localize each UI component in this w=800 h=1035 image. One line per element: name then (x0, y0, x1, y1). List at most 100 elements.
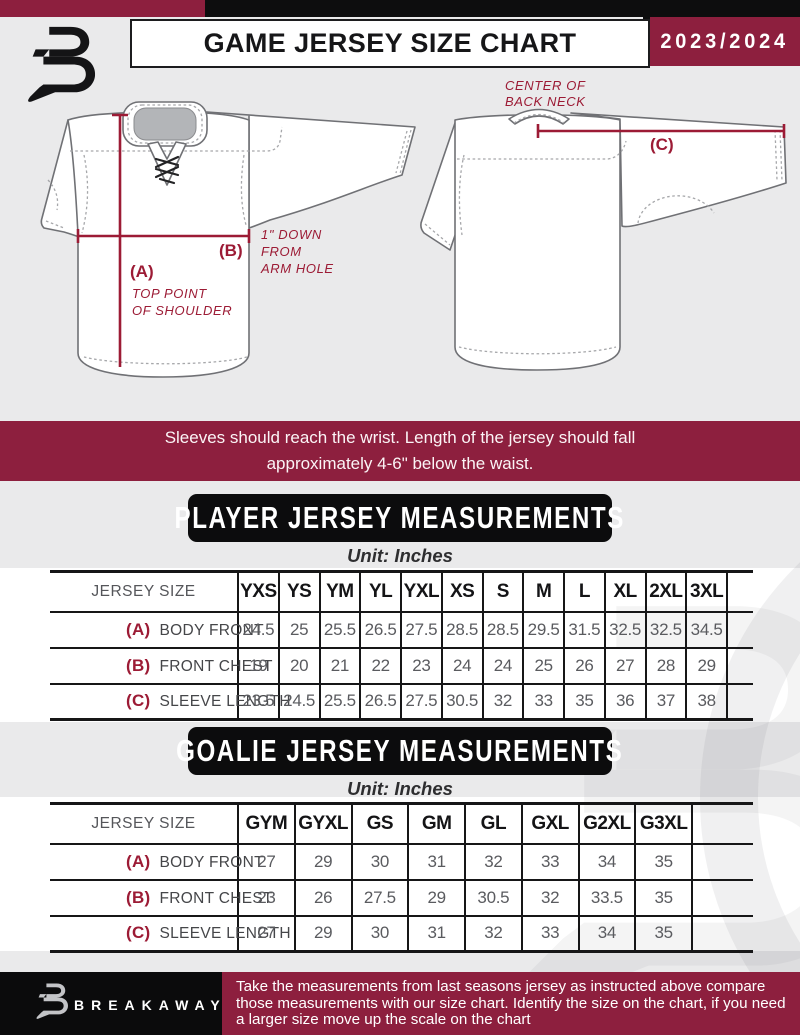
measurement-cell: 33 (520, 843, 579, 880)
measurement-cell: 23 (237, 879, 295, 916)
measurement-cell: 36 (603, 683, 646, 720)
measurement-cell: 34 (577, 915, 636, 952)
player-measurements-table: JERSEY SIZE YXS YS YM YL YXL XS S M L XL 2XL 3XL (A) B… (50, 570, 753, 721)
measurement-cell: 23.5 (237, 683, 279, 720)
measurement-cell: 27 (237, 843, 295, 880)
row-label: (C) SLEEVE LENGTH (50, 684, 291, 720)
back-jersey-diagram: (C) CENTER OF BACK NECK (420, 78, 787, 371)
measurement-cell: 31.5 (563, 611, 605, 648)
row-letter: (A) (126, 851, 151, 871)
measurement-cell: 25 (277, 611, 320, 648)
measurement-cell: 30 (350, 915, 409, 952)
fit-note-banner: Sleeves should reach the wrist. Length o… (0, 421, 800, 481)
spacer-cell (727, 684, 753, 720)
back-right-sleeve (570, 112, 787, 228)
footer-instructions-panel: Take the measurements from last seasons … (222, 972, 800, 1035)
table-header-row: JERSEY SIZE GYM GYXL GS GM GL GXL G2XL G3XL (50, 803, 753, 844)
measurement-cell: 29 (293, 915, 352, 952)
page-title-box: GAME JERSEY SIZE CHART (130, 19, 650, 68)
row-label-text: BODY FRONT (159, 853, 264, 871)
measurement-cell: 25.5 (318, 611, 361, 648)
measurement-cell: 23 (400, 647, 442, 684)
measurement-cell: 26.5 (359, 683, 401, 720)
front-b-label: (B) (219, 241, 243, 260)
front-right-sleeve (206, 111, 416, 229)
goalie-section-title: GOALIE JERSEY MEASUREMENTS (176, 733, 624, 768)
size-column-header: GS (350, 803, 409, 844)
measurement-row: (C) SLEEVE LENGTH 23.5 24.5 25.5 26.5 27.5 30.5… (50, 683, 753, 720)
measurement-cell: 32 (464, 843, 522, 880)
spacer-cell (692, 880, 753, 916)
measurement-cell: 38 (685, 683, 728, 720)
measurement-cell: 26.5 (359, 611, 401, 648)
back-collar (508, 108, 570, 125)
size-column-header: YL (359, 571, 401, 612)
size-column-header: 3XL (685, 571, 728, 612)
measurement-cell: 22 (359, 647, 401, 684)
season-label: 2023/2024 (660, 29, 790, 53)
measurement-cell: 30.5 (440, 683, 483, 720)
measurement-cell: 24 (440, 647, 483, 684)
front-jersey-diagram: (A) TOP POINT OF SHOULDER (B) 1" DOWN FR… (40, 101, 416, 378)
front-neck-opening (133, 107, 197, 141)
measurement-cell: 29 (685, 647, 728, 684)
back-body (454, 113, 621, 371)
row-label: (B) FRONT CHEST (50, 880, 272, 916)
measurement-cell: 28.5 (440, 611, 483, 648)
measurement-cell: 30.5 (464, 879, 522, 916)
measurement-line-b (76, 229, 251, 243)
measurement-cell: 32 (464, 915, 522, 952)
fit-note-line2: approximately 4-6" below the waist. (266, 454, 534, 473)
measurement-cell: 28 (644, 647, 687, 684)
row-label-text: FRONT CHEST (159, 889, 273, 907)
row-letter: (A) (126, 619, 151, 639)
front-b-caption-1: 1" DOWN (261, 227, 322, 242)
measurement-cell: 20 (277, 647, 320, 684)
season-badge: 2023/2024 (650, 17, 800, 66)
front-laces (154, 155, 180, 185)
size-column-header: GYM (237, 803, 295, 844)
measurement-cell: 29 (407, 879, 465, 916)
measurement-cell: 33 (520, 915, 579, 952)
measurement-cell: 27.5 (400, 683, 442, 720)
spacer-cell (692, 916, 753, 952)
goalie-unit-label: Unit: Inches (347, 778, 453, 799)
size-column-header: GXL (520, 803, 579, 844)
measurement-cell: 27.5 (350, 879, 409, 916)
row-label: (A) BODY FRONT (50, 612, 264, 648)
measurement-cell: 31 (407, 915, 465, 952)
spacer-cell (727, 572, 753, 612)
front-b-caption-3: ARM HOLE (260, 261, 334, 276)
player-table-wrapper: JERSEY SIZE YXS YS YM YL YXL XS S M L XL 2XL 3XL (A) B… (50, 570, 753, 721)
measurement-cell: 29 (293, 843, 352, 880)
measurement-cell: 28.5 (481, 611, 524, 648)
player-unit-label: Unit: Inches (347, 545, 453, 566)
size-column-header: YXL (400, 571, 442, 612)
row-letter: (B) (126, 887, 151, 907)
row-label: (C) SLEEVE LENGTH (50, 916, 291, 952)
fit-note-line1: Sleeves should reach the wrist. Length o… (164, 428, 636, 447)
footer-brand-name: BREAKAWAY (74, 997, 227, 1013)
measurement-cell: 25 (522, 647, 564, 684)
back-neck-caption-2: BACK NECK (505, 94, 586, 109)
jersey-size-header: JERSEY SIZE (91, 582, 196, 600)
measurement-cell: 32 (481, 683, 524, 720)
table-header-row: JERSEY SIZE YXS YS YM YL YXL XS S M L XL 2XL 3XL (50, 571, 753, 612)
size-column-header: YXS (237, 571, 279, 612)
measurement-cell: 32.5 (644, 611, 687, 648)
size-column-header: S (481, 571, 524, 612)
front-b-caption-2: FROM (261, 244, 302, 259)
measurement-cell: 30 (350, 843, 409, 880)
row-label: (B) FRONT CHEST (50, 648, 272, 684)
measurement-row: (B) FRONT CHEST 19 20 21 22 23 24 24 25 26 27 28 29 (50, 647, 753, 684)
page-title: GAME JERSEY SIZE CHART (203, 28, 577, 58)
spacer-cell (692, 804, 753, 844)
size-column-header: L (563, 571, 605, 612)
measurement-cell: 35 (634, 915, 693, 952)
size-column-header: GL (464, 803, 522, 844)
measurement-cell: 35 (634, 843, 693, 880)
spacer-cell (727, 612, 753, 648)
measurement-cell: 27 (237, 915, 295, 952)
breakaway-b-logo-icon (22, 24, 96, 104)
